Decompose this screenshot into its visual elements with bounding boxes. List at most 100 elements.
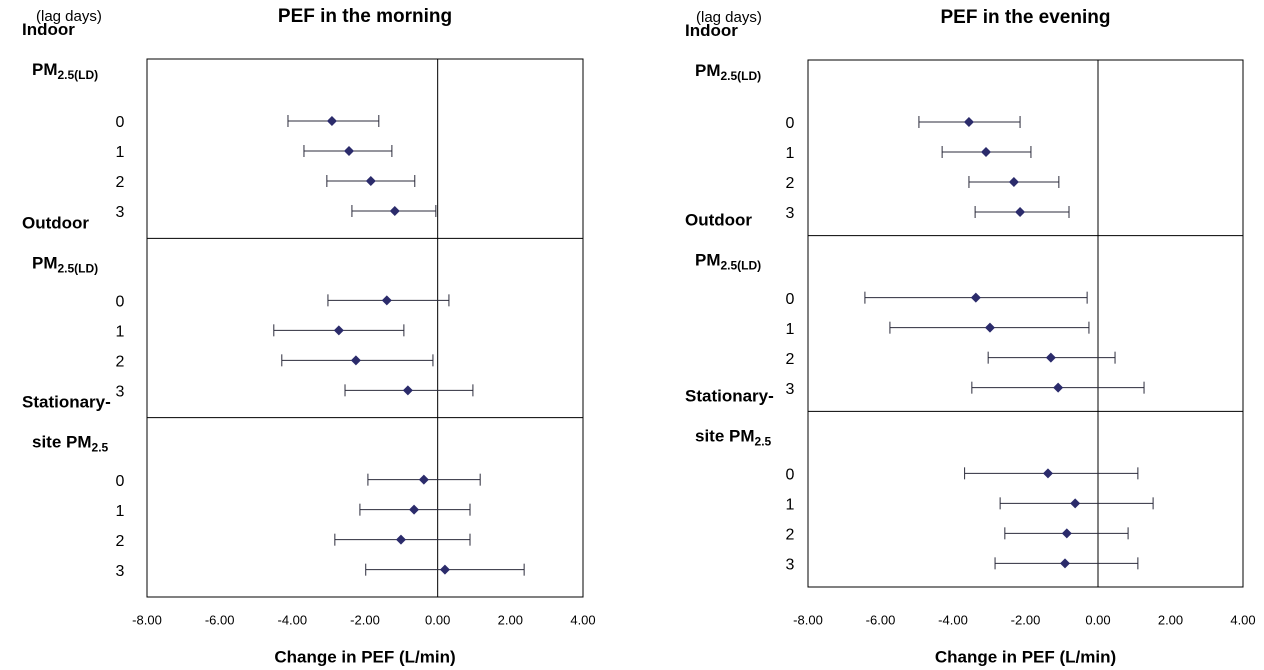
group-label-subscript: 2.5 [92,441,109,455]
estimate-marker [418,474,429,485]
lag-label: 2 [116,533,125,550]
group-label: Stationary-site PM2.5 [22,393,111,455]
lag-label: 1 [786,145,795,162]
group-label-line: Indoor [685,21,738,40]
lag-label: 1 [116,324,125,341]
x-tick-label: -4.00 [278,612,308,627]
lag-label: 3 [116,204,125,221]
x-tick-label: 4.00 [570,612,595,627]
group-label-subscript: 2.5(LD) [58,68,99,82]
lag-label: 0 [116,473,125,490]
group-label: Indoor PM2.5(LD) [22,20,98,82]
lag-label: 0 [116,114,125,131]
group-label-line: Outdoor [685,211,752,230]
x-axis-label: Change in PEF (L/min) [935,647,1116,666]
lag-label: 3 [116,384,125,401]
estimate-marker [984,322,995,333]
estimate-marker [1042,468,1053,479]
x-tick-label: -2.00 [1011,612,1041,627]
lag-label: 2 [786,351,795,368]
lag-label: 0 [116,294,125,311]
lag-label: 1 [786,321,795,338]
lag-label: 2 [116,354,125,371]
lag-label: 1 [786,497,795,514]
group-label-subscript: 2.5(LD) [721,69,762,83]
group-label-line: Stationary- [22,393,111,412]
x-tick-label: -8.00 [132,612,162,627]
group-label-text: Indoor [685,21,738,40]
group-label-text: site PM [32,433,92,452]
estimate-marker [1008,177,1019,187]
x-tick-label: -8.00 [793,612,823,627]
estimate-marker [439,564,450,575]
estimate-marker [1060,558,1071,569]
lag-label: 2 [786,175,795,192]
chart-title: PEF in the evening [941,7,1111,28]
estimate-marker [350,355,361,366]
group-label: Outdoor PM2.5(LD) [685,211,761,273]
estimate-marker [389,206,400,216]
group-label: Indoor PM2.5(LD) [685,21,761,83]
x-tick-label: -2.00 [350,612,380,627]
estimate-marker [344,146,355,156]
group-label-text: Indoor [22,20,75,39]
lag-label: 3 [116,563,125,580]
group-label-subscript: 2.5 [755,435,772,449]
lag-label: 3 [786,205,795,222]
group-label-text: Stationary- [22,393,111,412]
group-label-subscript: 2.5(LD) [58,262,99,276]
estimate-marker [402,385,413,396]
plot-frame [807,59,1244,588]
group-label-line: site PM2.5 [32,433,109,455]
group-label-line: site PM2.5 [695,427,772,449]
x-tick-label: 0.00 [425,612,450,627]
lag-label: 1 [116,144,125,161]
lag-label: 2 [116,174,125,191]
estimate-marker [1053,382,1064,393]
group-label-text: PM [32,254,58,273]
lag-label: 0 [786,291,795,308]
estimate-marker [326,116,337,126]
lag-label: 2 [786,527,795,544]
estimate-marker [333,325,344,336]
estimate-marker [1061,528,1072,539]
x-tick-label: -6.00 [866,612,896,627]
y-axis-label: (lag days) [36,8,102,25]
group-label-line: PM2.5(LD) [695,251,761,273]
x-tick-label: 2.00 [498,612,523,627]
estimate-marker [395,534,406,545]
estimate-marker [1015,207,1026,217]
x-tick-label: 4.00 [1230,612,1255,627]
x-tick-label: -4.00 [938,612,968,627]
group-label-text: Stationary- [685,387,774,406]
estimate-marker [365,176,376,186]
x-tick-label: 2.00 [1158,612,1183,627]
group-label-line: Indoor [22,20,75,39]
plot-frame [146,58,584,598]
x-axis-label: Change in PEF (L/min) [274,647,455,666]
x-tick-label: -6.00 [205,612,235,627]
estimate-marker [970,292,981,303]
estimate-marker [381,295,392,306]
group-label-line: PM2.5(LD) [32,60,98,82]
estimate-marker [980,147,991,157]
group-label-line: PM2.5(LD) [695,61,761,83]
chart-title: PEF in the morning [278,6,452,27]
estimate-marker [963,117,974,127]
group-label-line: Outdoor [22,214,89,233]
group-label-text: Outdoor [22,214,89,233]
group-label: Stationary-site PM2.5 [685,387,774,449]
group-label-text: PM [695,61,721,80]
lag-label: 1 [116,503,125,520]
group-label-text: Outdoor [685,211,752,230]
lag-label: 0 [786,467,795,484]
estimate-marker [409,504,420,515]
estimate-marker [1045,352,1056,363]
lag-label: 3 [786,381,795,398]
group-label-line: Stationary- [685,387,774,406]
group-label-subscript: 2.5(LD) [721,259,762,273]
lag-label: 3 [786,557,795,574]
group-label: Outdoor PM2.5(LD) [22,214,98,276]
x-tick-label: 0.00 [1085,612,1110,627]
